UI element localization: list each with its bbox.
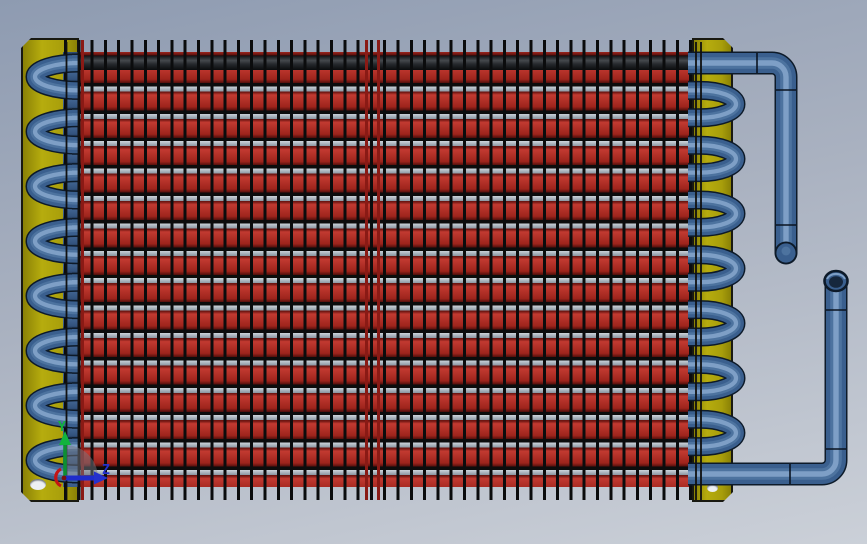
pipe-joint-lines bbox=[756, 53, 846, 484]
tube-stroke bbox=[32, 334, 80, 367]
origin-triad bbox=[54, 431, 108, 488]
tube-stroke bbox=[688, 417, 739, 449]
right-return-bend[interactable] bbox=[688, 245, 746, 292]
inlet-pipe-top[interactable] bbox=[688, 51, 798, 265]
right-return-bend[interactable] bbox=[688, 354, 746, 402]
mounting-hole-left bbox=[30, 479, 46, 490]
tube-stroke bbox=[32, 225, 80, 257]
left-return-bend[interactable] bbox=[25, 272, 80, 320]
x-axis-arc bbox=[54, 467, 62, 488]
z-axis-label: Z bbox=[102, 463, 110, 478]
tube-stroke bbox=[32, 115, 80, 148]
triad-plane bbox=[65, 445, 98, 478]
tube-stroke bbox=[688, 307, 739, 340]
tube-stroke bbox=[688, 282, 839, 477]
y-axis-label: Y bbox=[58, 420, 66, 435]
right-return-bend[interactable] bbox=[688, 300, 746, 347]
left-return-bend[interactable] bbox=[25, 108, 80, 155]
left-return-bend[interactable] bbox=[25, 163, 80, 210]
left-return-bend[interactable] bbox=[25, 327, 80, 374]
mounting-hole-right bbox=[707, 484, 718, 492]
right-return-bend[interactable] bbox=[688, 80, 746, 128]
tube-stroke bbox=[688, 252, 739, 285]
outlet-pipe-bottom[interactable] bbox=[688, 269, 849, 486]
accent-fin bbox=[377, 40, 380, 500]
right-return-bends[interactable] bbox=[688, 80, 746, 457]
tube-stroke bbox=[688, 197, 739, 230]
y-axis-arrowhead bbox=[59, 431, 71, 445]
tube-stroke bbox=[688, 362, 739, 394]
accent-fin bbox=[81, 40, 84, 500]
left-return-bend[interactable] bbox=[25, 382, 80, 429]
tube-stroke bbox=[32, 60, 80, 93]
origin-point bbox=[61, 475, 67, 481]
right-return-bend[interactable] bbox=[688, 135, 746, 183]
right-return-bend[interactable] bbox=[688, 409, 746, 457]
left-return-bend[interactable] bbox=[25, 53, 80, 100]
tube-stroke bbox=[32, 170, 80, 203]
tube-stroke bbox=[688, 143, 739, 175]
pipe-rim-highlight bbox=[826, 272, 846, 280]
tube-stroke bbox=[32, 389, 80, 422]
z-axis-arrowhead bbox=[94, 471, 108, 485]
pipe-end-cap-shine bbox=[781, 246, 791, 256]
tube-stroke bbox=[32, 280, 80, 312]
right-return-bend[interactable] bbox=[688, 190, 746, 237]
sheet-edge-lines bbox=[65, 42, 702, 500]
left-return-bends[interactable] bbox=[25, 53, 80, 484]
tube-stroke bbox=[688, 60, 789, 253]
accent-fin bbox=[365, 40, 368, 500]
pipe-bore bbox=[829, 276, 843, 288]
tube-stroke bbox=[688, 88, 739, 120]
left-return-bend[interactable] bbox=[25, 217, 80, 265]
